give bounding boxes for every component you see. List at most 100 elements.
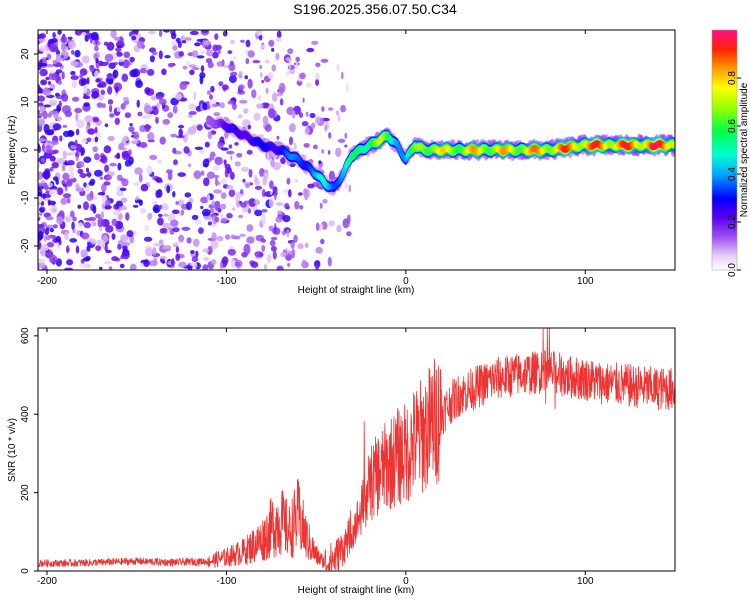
spectrogram-speckle	[111, 233, 116, 240]
spectrogram-speckle	[70, 150, 76, 156]
spectrogram-y-tick-label: -10	[20, 190, 31, 205]
spectrogram-speckle	[190, 250, 195, 254]
spectrogram-speckle	[46, 250, 52, 257]
spectrogram-speckle	[147, 132, 155, 141]
spectrogram-speckle	[61, 93, 69, 102]
spectrogram-speckle	[184, 37, 192, 41]
spectrogram-speckle	[177, 172, 186, 178]
spectrogram-speckle	[76, 187, 85, 192]
spectrogram-speckle	[115, 47, 122, 53]
spectrogram-speckle	[240, 202, 247, 208]
spectrogram-speckle	[185, 60, 191, 67]
spectrogram-speckle	[189, 30, 199, 36]
spectrogram-speckle	[133, 230, 137, 236]
spectrogram-speckle	[42, 110, 48, 120]
spectrogram-speckle	[220, 192, 227, 200]
spectrogram-speckle	[40, 244, 49, 252]
spectrogram-speckle	[156, 95, 163, 100]
spectrogram-speckle	[181, 226, 191, 231]
spectrogram-speckle	[92, 205, 97, 214]
spectrogram-speckle	[258, 167, 265, 177]
spectrogram-speckle	[83, 102, 90, 107]
spectrogram-speckle	[232, 207, 236, 211]
spectrogram-speckle	[226, 212, 233, 219]
spectrogram-speckle	[220, 217, 228, 223]
spectrogram-speckle	[55, 69, 63, 74]
spectrogram-speckle	[236, 152, 243, 158]
spectrogram-speckle	[270, 190, 273, 195]
spectrogram-speckle	[254, 209, 263, 217]
spectrogram-speckle	[117, 162, 122, 171]
spectrogram-speckle	[104, 123, 109, 128]
spectrogram-speckle	[340, 104, 347, 113]
spectrogram-speckle	[315, 62, 321, 67]
spectrogram-speckle	[71, 79, 78, 89]
spectrogram-speckle	[225, 234, 231, 240]
spectrogram-speckle	[271, 92, 278, 102]
spectrogram-speckle	[175, 201, 179, 205]
spectrogram-speckle	[62, 193, 72, 199]
colorbar: 0.0 0.2 0.4 0.6 0.8 Normalized spectral ampl…	[711, 29, 750, 277]
spectrogram-speckle	[298, 112, 304, 118]
spectrogram-speckle	[94, 153, 100, 161]
spectrogram-speckle	[214, 200, 221, 211]
spectrogram-speckle	[219, 261, 223, 270]
spectrogram-speckle	[81, 232, 90, 240]
spectrogram-speckle	[280, 251, 287, 258]
spectrogram-speckle	[83, 201, 89, 211]
spectrogram-speckle	[94, 126, 98, 134]
spectrogram-speckle	[275, 216, 283, 223]
spectrogram-speckle	[60, 197, 68, 205]
spectrogram-speckle	[135, 80, 144, 89]
spectrogram-x-label: Height of straight line (km)	[298, 285, 415, 296]
spectrogram-speckle	[196, 124, 203, 131]
spectrogram-speckle	[38, 145, 41, 153]
spectrogram-speckle	[120, 103, 126, 110]
spectrogram-speckle	[152, 107, 159, 116]
spectrogram-speckle	[56, 216, 64, 225]
spectrogram-speckle	[86, 77, 90, 85]
colorbar-ticks: 0.0 0.2 0.4 0.6 0.8	[727, 71, 741, 277]
spectrogram-speckle	[191, 256, 199, 263]
spectrogram-noise	[38, 30, 352, 270]
spectrogram-speckle	[47, 182, 53, 188]
spectrogram-speckle	[157, 213, 163, 218]
spectrogram-speckle	[172, 105, 178, 114]
spectrogram-speckle	[270, 236, 278, 241]
spectrogram-speckle	[260, 238, 267, 243]
spectrogram-speckle	[143, 236, 153, 242]
spectrogram-speckle	[247, 78, 253, 89]
spectrogram-speckle	[48, 110, 57, 115]
spectrogram-speckle	[81, 137, 88, 144]
spectrogram-speckle	[344, 132, 348, 139]
spectrogram-speckle	[111, 218, 118, 226]
spectrogram-speckle	[47, 129, 55, 136]
spectrogram-y-label: Frequency (Hz)	[7, 116, 18, 185]
spectrogram-speckle	[311, 40, 319, 46]
spectrogram-speckle	[38, 45, 47, 52]
spectrogram-speckle	[304, 242, 309, 249]
spectrogram-speckle	[251, 89, 257, 99]
spectrogram-speckle	[184, 192, 192, 198]
spectrogram-speckle	[200, 205, 204, 210]
spectrogram-speckle	[182, 65, 188, 70]
spectrogram-speckle	[132, 204, 139, 208]
spectrogram-speckle	[214, 156, 223, 166]
spectrogram-speckle	[65, 217, 71, 223]
spectrogram-speckle	[146, 68, 155, 76]
spectrogram-speckle	[172, 147, 177, 154]
spectrogram-speckle	[267, 72, 274, 80]
spectrogram-speckle	[155, 190, 161, 199]
spectrogram-speckle	[228, 74, 237, 84]
spectrogram-speckle	[145, 248, 153, 257]
spectrogram-speckle	[88, 181, 95, 186]
spectrogram-speckle	[186, 201, 192, 211]
spectrogram-speckle	[245, 183, 250, 189]
spectrogram-speckle	[341, 71, 344, 80]
spectrogram-speckle	[171, 40, 178, 46]
spectrogram-speckle	[79, 172, 87, 178]
spectrogram-speckle	[224, 163, 231, 170]
spectrogram-speckle	[167, 63, 174, 68]
spectrogram-speckle	[164, 55, 171, 59]
